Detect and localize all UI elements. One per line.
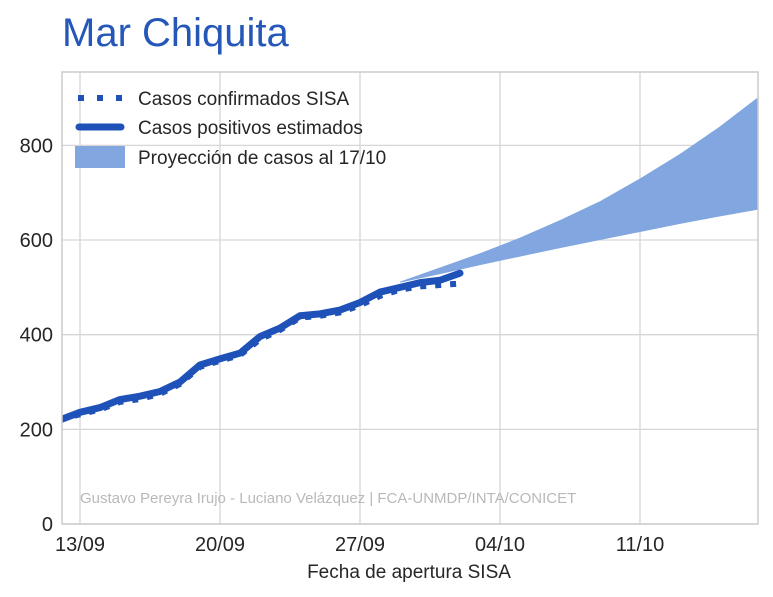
y-tick-label-4: 800 xyxy=(20,135,53,157)
x-tick-label-3: 04/10 xyxy=(475,534,525,556)
watermark: Gustavo Pereyra Irujo - Luciano Velázque… xyxy=(80,490,576,507)
y-tick-label-2: 400 xyxy=(20,325,53,347)
plot-frame xyxy=(61,71,759,525)
chart-title: Mar Chiquita xyxy=(62,11,290,55)
grid xyxy=(62,72,758,525)
projection-band xyxy=(400,97,758,283)
series-estimated-line xyxy=(62,269,464,423)
x-tick-label-0: 13/09 xyxy=(55,534,105,556)
y-tick-label-1: 200 xyxy=(20,419,53,441)
y-tick-label-3: 600 xyxy=(20,230,53,252)
projection-band-layer xyxy=(400,97,758,283)
legend: Casos confirmados SISA Casos positivos es… xyxy=(75,89,386,169)
x-tick-label-2: 27/09 xyxy=(335,534,385,556)
legend-label-estimated: Casos positivos estimados xyxy=(138,118,363,139)
legend-label-confirmed: Casos confirmados SISA xyxy=(138,89,350,110)
legend-swatch-projection xyxy=(75,146,125,168)
y-tick-label-0: 0 xyxy=(42,514,53,536)
series-layer xyxy=(62,269,464,423)
x-tick-label-1: 20/09 xyxy=(195,534,245,556)
x-tick-label-4: 11/10 xyxy=(616,534,665,556)
legend-label-projection: Proyección de casos al 17/10 xyxy=(138,148,386,169)
x-axis-label: Fecha de apertura SISA xyxy=(307,562,511,583)
tick-labels: 13/09 20/09 27/09 04/10 11/10 0 200 400 600 800 xyxy=(20,135,665,556)
